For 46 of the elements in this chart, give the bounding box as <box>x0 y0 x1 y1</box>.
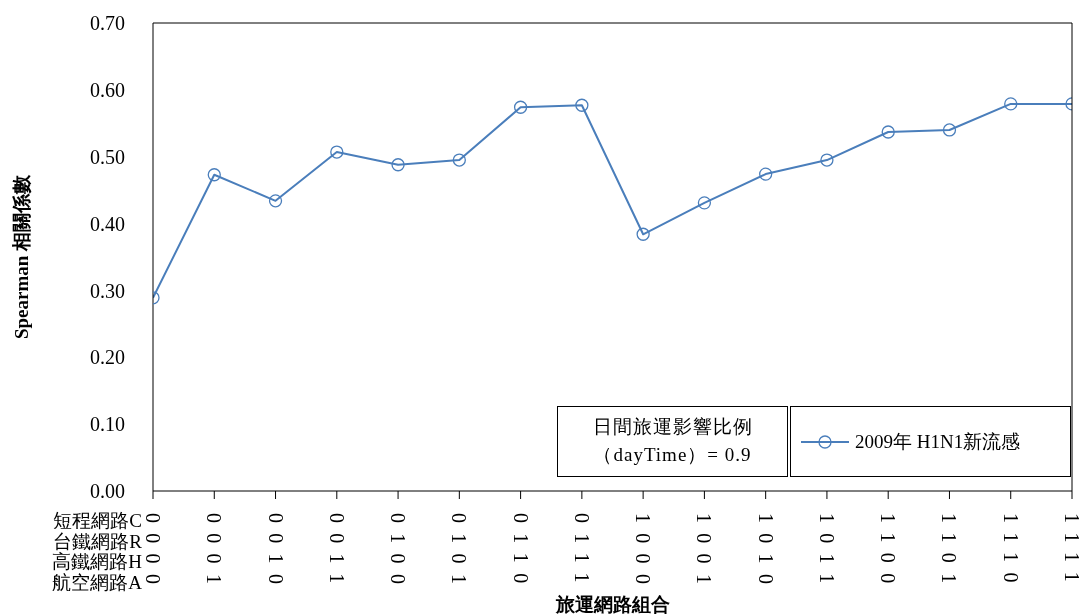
point <box>697 196 712 210</box>
x-tick-label: 1001 <box>693 513 716 595</box>
x-tick-label: 0001 <box>203 513 226 595</box>
point <box>575 98 589 112</box>
point <box>759 167 773 181</box>
x-tick-label: 0011 <box>325 513 348 594</box>
x-tick-label: 0110 <box>509 513 532 594</box>
x-tick-label: 0101 <box>448 513 471 595</box>
legend-label: 2009年 H1N1新流感 <box>855 429 1021 454</box>
point <box>881 125 895 139</box>
x-tick-label: 1100 <box>877 513 900 594</box>
x-tick-label: 1111 <box>1061 513 1083 592</box>
point <box>207 168 221 182</box>
text: 短程網路C <box>53 510 142 531</box>
y-tick-label: 0.50 <box>90 145 125 168</box>
point <box>452 153 466 167</box>
text: 高鐵網路H <box>52 551 142 573</box>
x-tick-label: 0100 <box>387 513 410 595</box>
x-tick-label: 0010 <box>264 513 287 595</box>
x-tick-label: 1101 <box>938 513 961 594</box>
x-tick-label: 1011 <box>815 513 838 594</box>
note-box: 日間旅運影響比例（dayTime）= 0.9 <box>557 406 788 477</box>
point <box>513 100 528 114</box>
x-axis-title: 旅運網路組合 <box>555 593 670 614</box>
text: 台鐵網路R <box>53 530 142 552</box>
point <box>942 123 957 137</box>
point <box>268 194 283 208</box>
x-tick-label: 1110 <box>999 513 1022 593</box>
x-tick-label: 1010 <box>754 513 777 595</box>
x-tick-label: 1000 <box>632 513 655 595</box>
y-tick-label: 0.30 <box>90 279 125 302</box>
point <box>330 145 344 159</box>
y-tick-label: 0.10 <box>90 413 125 436</box>
x-tick-label: 0111 <box>570 513 593 593</box>
x-tick-label: 0000 <box>142 513 164 595</box>
y-tick-label: 0.00 <box>90 480 125 503</box>
y-tick-label: 0.70 <box>90 12 125 35</box>
y-tick-label: 0.40 <box>90 212 125 235</box>
y-tick-label: 0.60 <box>90 78 125 101</box>
point <box>820 153 834 167</box>
point <box>636 227 650 241</box>
point <box>1004 97 1018 111</box>
y-tick-label: 0.20 <box>90 346 125 369</box>
point <box>391 158 405 172</box>
text: 航空網路A <box>52 572 142 594</box>
y-axis-title: Spearman 相關係數 <box>10 174 33 340</box>
